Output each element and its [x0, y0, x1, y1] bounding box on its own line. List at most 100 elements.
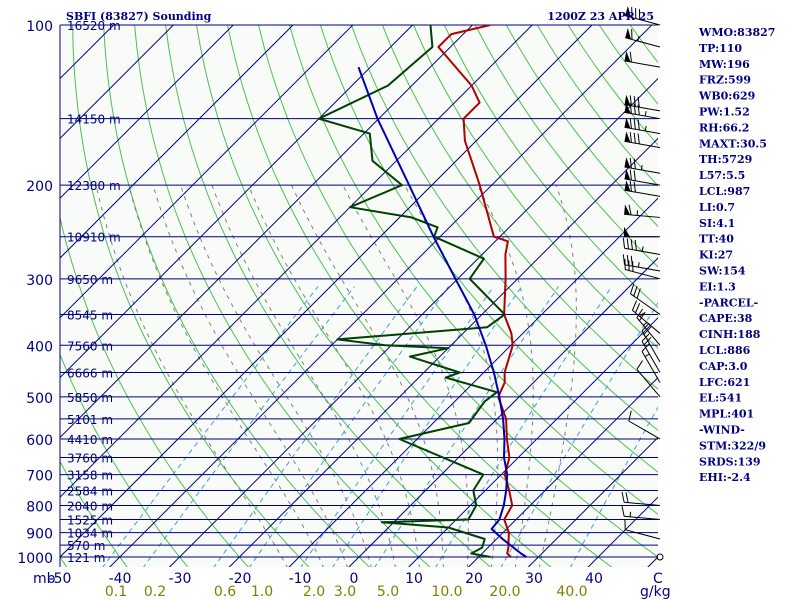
index-line: SW:154 — [699, 265, 746, 278]
wind-barb — [624, 157, 661, 174]
pressure-tick-label: 300 — [26, 273, 53, 289]
height-label: 121 m — [67, 551, 105, 565]
index-line: WB0:629 — [698, 90, 755, 103]
wind-barb — [656, 553, 664, 561]
barb-staff — [624, 178, 661, 186]
barb-pennant — [624, 180, 631, 192]
wind-barb — [630, 283, 661, 315]
barb-staff — [641, 351, 661, 383]
mixing-ratio-tick-labels: 0.1 0.2 0.6 1.0 2.0 3.0 5.0 10.0 20.0 40.0 — [105, 584, 588, 600]
barb-full — [633, 132, 636, 144]
wind-barb — [622, 237, 661, 255]
wind-barb — [624, 117, 661, 135]
barb-pennant — [624, 226, 630, 237]
wind-barb — [624, 204, 661, 218]
barb-full — [621, 491, 625, 503]
index-line: LCL:987 — [699, 185, 750, 198]
barb-half — [641, 246, 644, 252]
index-line: KI:27 — [699, 249, 733, 262]
index-line: LFC:621 — [699, 376, 750, 389]
barb-pennant — [624, 117, 631, 129]
index-line: STM:322/9 — [699, 439, 766, 452]
chart-title: SBFI (83827) Sounding — [66, 10, 212, 23]
dry-adiabat — [412, 25, 658, 349]
index-line: CAPE:38 — [699, 312, 753, 325]
barb-half — [637, 262, 640, 268]
barb-full — [636, 308, 644, 318]
moist-adiabat — [404, 184, 499, 567]
barb-full — [626, 238, 629, 249]
mixing-ratio-line — [435, 286, 613, 567]
wind-barb — [628, 410, 661, 440]
chart-time: 1200Z 23 APR 25 — [547, 10, 654, 23]
barb-full — [629, 132, 632, 143]
pressure-tick-label: 800 — [26, 499, 53, 515]
pressure-tick-labels: 100 200 300 400 500 600 700 800 900 1000 — [17, 19, 53, 567]
barb-half — [637, 36, 640, 42]
height-label: 16520 m — [67, 19, 121, 33]
xlabel: C — [653, 571, 663, 587]
wind-barb — [624, 94, 661, 112]
dry-adiabat — [60, 353, 189, 567]
wind-barb — [636, 360, 661, 398]
temperature-tick-label: 0 — [350, 571, 359, 587]
mixing-ratio-line — [500, 301, 658, 567]
isotherm — [228, 137, 658, 567]
index-line: SRDS:139 — [699, 455, 761, 468]
mixing-ratio-tick-label: 0.2 — [144, 584, 166, 600]
barb-full — [633, 96, 636, 107]
barb-full — [629, 118, 632, 129]
pressure-tick-label: 400 — [26, 339, 53, 355]
index-line: TP:110 — [699, 42, 742, 55]
barb-staff — [636, 368, 661, 398]
barb-half — [644, 353, 650, 358]
mixing-ratio-tick-label: 20.0 — [489, 584, 520, 600]
wind-barbs — [621, 6, 664, 561]
height-label: 7560 m — [67, 339, 113, 353]
barb-full — [636, 288, 641, 299]
dry-adiabat — [72, 25, 310, 567]
barb-staff — [630, 293, 661, 315]
mixing-ratio-tick-label: 0.1 — [105, 584, 127, 600]
index-line: EI:1.3 — [699, 280, 736, 293]
barb-pennant — [625, 6, 632, 18]
wind-barb — [624, 519, 661, 540]
wind-barb — [625, 6, 661, 26]
barb-full — [637, 133, 640, 145]
height-label: 3760 m — [67, 451, 113, 465]
index-line: SI:4.1 — [699, 217, 735, 230]
height-label: 8545 m — [67, 308, 113, 322]
wind-barb — [621, 491, 661, 506]
dewpoint-profile-line — [317, 25, 506, 558]
isotherm — [60, 25, 533, 498]
barb-full — [636, 360, 644, 370]
index-line: WMO:83827 — [698, 26, 775, 39]
barb-full — [629, 51, 632, 63]
barb-full — [621, 505, 625, 517]
barb-half — [640, 164, 643, 171]
barb-staff — [624, 501, 661, 506]
index-line: FRZ:599 — [699, 74, 751, 87]
dry-adiabat — [196, 25, 552, 567]
barb-staff — [641, 330, 661, 363]
height-label: 9650 m — [67, 273, 113, 287]
height-labels: 16520 m 14150 m 12380 m 10910 m 9650 m 8545 m… — [67, 19, 121, 565]
mixing-ratio-tick-label: 2.0 — [303, 584, 325, 600]
isotherm — [348, 257, 658, 567]
barb-full — [630, 283, 635, 294]
barb-full — [622, 254, 626, 265]
barb-half — [644, 111, 647, 117]
pressure-tick-label: 500 — [26, 391, 53, 407]
index-line: CINH:188 — [699, 328, 761, 341]
moist-adiabat — [538, 184, 577, 567]
moist-adiabats — [95, 184, 577, 567]
barb-staff — [625, 37, 661, 48]
index-line: MW:196 — [699, 58, 750, 71]
temperature-profile-line — [437, 25, 514, 558]
isotherm — [60, 25, 175, 140]
moist-adiabat — [476, 184, 534, 567]
barb-staff — [628, 420, 661, 440]
barb-pennant — [624, 169, 631, 180]
wind-barb — [624, 169, 661, 186]
